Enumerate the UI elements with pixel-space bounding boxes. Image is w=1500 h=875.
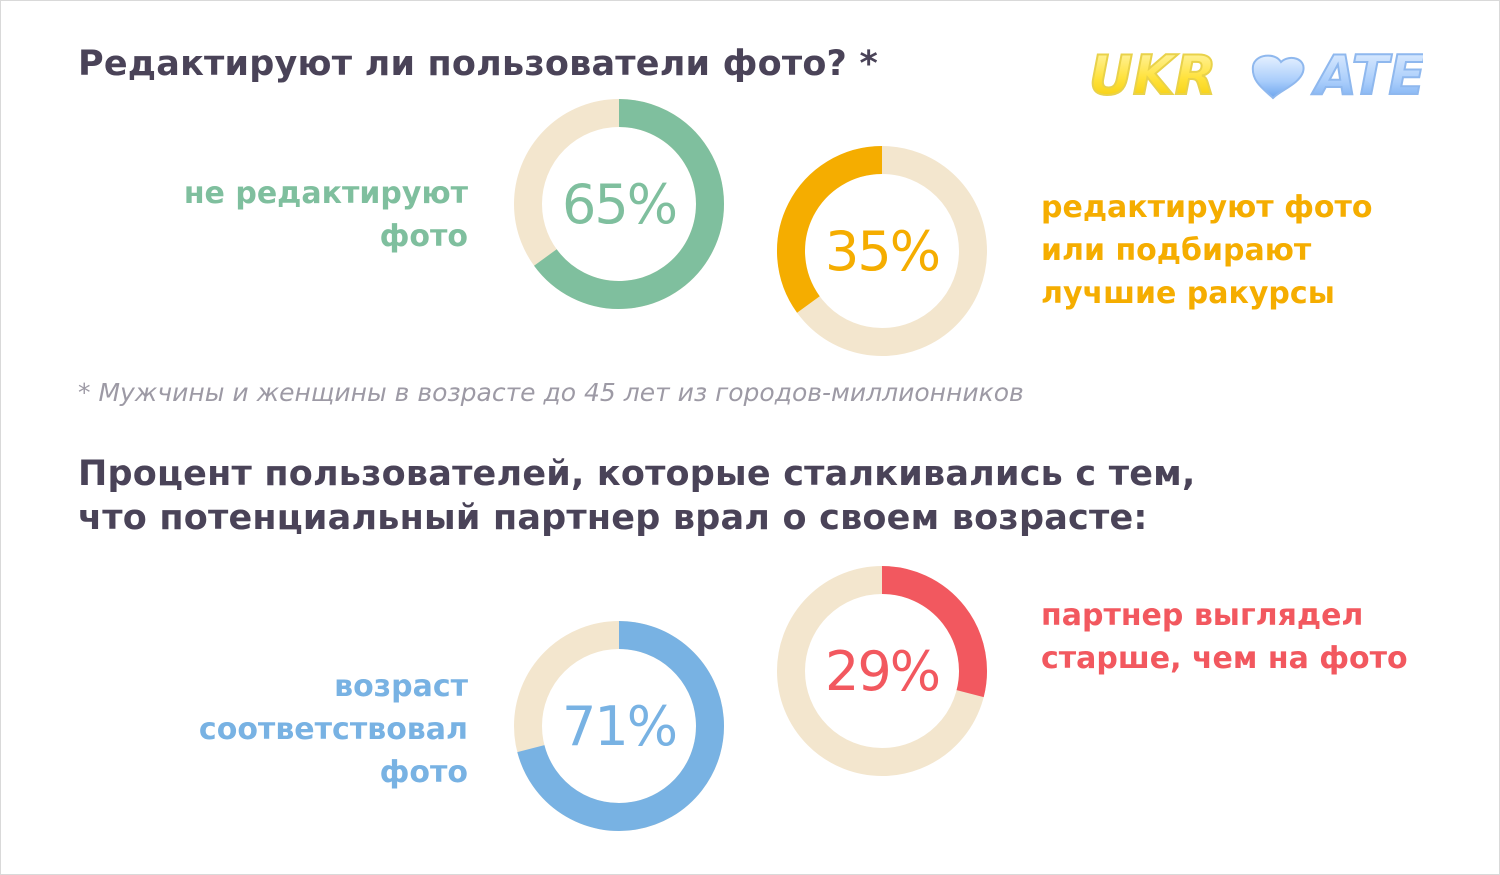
ukrdate-logo: UKR ATE xyxy=(1088,43,1423,108)
caption-line: возраст xyxy=(334,669,468,704)
caption-line: лучшие ракурсы xyxy=(1041,276,1335,311)
svg-text:ATE: ATE xyxy=(1311,44,1423,107)
section-title-age-lying: Процент пользователей, которые сталкивал… xyxy=(78,452,1195,540)
donut-value-label: 65% xyxy=(561,172,678,236)
donut-ring xyxy=(514,99,724,309)
caption-line: не редактируют xyxy=(183,176,468,211)
donut-value-label: 29% xyxy=(824,639,941,703)
caption-line: старше, чем на фото xyxy=(1041,641,1408,676)
donut-value-arc xyxy=(517,621,724,831)
donut-chart-editing: 35% xyxy=(777,146,987,356)
donut-chart-looked-older: 29% xyxy=(777,566,987,776)
caption-line: редактируют фото xyxy=(1041,190,1373,225)
donut-ring xyxy=(777,566,987,776)
caption-line: соответствовал xyxy=(198,712,468,747)
svg-text:UKR: UKR xyxy=(1089,44,1216,107)
donut-ring xyxy=(514,621,724,831)
caption-line: или подбирают xyxy=(1041,233,1312,268)
donut-value-label: 35% xyxy=(824,219,941,283)
footnote: * Мужчины и женщины в возрасте до 45 лет… xyxy=(78,378,1024,407)
donut-value-label: 71% xyxy=(561,694,678,758)
donut-caption-editing: редактируют фото или подбирают лучшие ра… xyxy=(1041,186,1372,315)
donut-chart-not-editing: 65% xyxy=(514,99,724,309)
heading-line: что потенциальный партнер врал о своем в… xyxy=(78,498,1148,538)
caption-line: фото xyxy=(379,755,468,790)
donut-caption-looked-older: партнер выглядел старше, чем на фото xyxy=(1041,594,1408,680)
donut-value-arc xyxy=(881,566,987,698)
caption-line: партнер выглядел xyxy=(1041,598,1364,633)
donut-caption-not-editing: не редактируют фото xyxy=(184,172,468,258)
donut-value-arc xyxy=(534,99,724,309)
caption-line: фото xyxy=(379,219,468,254)
donut-ring xyxy=(777,146,987,356)
donut-value-arc xyxy=(777,146,883,313)
heading-line: Процент пользователей, которые сталкивал… xyxy=(78,454,1196,494)
section-title-photo-editing: Редактируют ли пользователи фото? * xyxy=(78,44,878,84)
donut-chart-age-matched: 71% xyxy=(514,621,724,831)
donut-caption-age-matched: возраст соответствовал фото xyxy=(199,665,468,794)
